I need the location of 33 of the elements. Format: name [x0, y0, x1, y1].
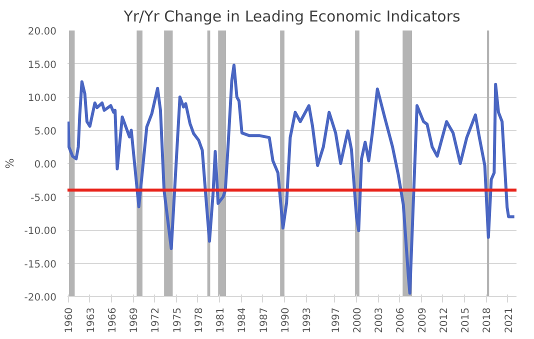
y-tick-label: -15.00 [24, 259, 57, 270]
x-tick-label: 2000 [352, 307, 364, 333]
y-tick-label: 5.00 [34, 126, 56, 138]
y-tick-label: 15.00 [28, 60, 57, 71]
x-tick-label: 1975 [172, 307, 184, 333]
chart-title: Yr/Yr Change in Leading Economic Indicators [122, 8, 460, 26]
x-tick-label: 1987 [258, 307, 270, 333]
x-tick-label: 1972 [150, 307, 162, 333]
x-tick-label: 2012 [438, 307, 450, 333]
y-tick-label: 0.00 [34, 160, 56, 170]
y-tick-label: -10.00 [24, 226, 57, 237]
x-tick-label: 2018 [482, 307, 494, 333]
x-tick-label: 2003 [374, 307, 386, 333]
x-tick-label: 2021 [504, 307, 515, 333]
y-tick-label: 10.00 [28, 93, 57, 104]
x-tick-label: 1984 [237, 307, 248, 333]
x-tick-label: 1966 [107, 307, 118, 333]
x-tick-label: 1969 [129, 307, 140, 333]
y-axis-title: % [3, 158, 16, 169]
x-tick-label: 1997 [330, 307, 342, 333]
y-tick-label: -20.00 [24, 292, 57, 304]
x-tick-label: 2009 [417, 307, 428, 333]
x-tick-label: 1963 [86, 307, 97, 333]
x-tick-label: 1993 [302, 307, 314, 333]
x-tick-label: 2006 [396, 307, 407, 333]
y-tick-label: -5.00 [30, 192, 56, 204]
x-tick-label: 1978 [194, 307, 205, 333]
x-tick-label: 1990 [280, 307, 292, 333]
line-series [68, 64, 516, 295]
x-tick-label: 1960 [64, 307, 76, 333]
x-tick-label: 1981 [216, 307, 227, 333]
y-tick-label: 20.00 [28, 26, 57, 38]
x-tick-label: 2015 [460, 307, 472, 333]
